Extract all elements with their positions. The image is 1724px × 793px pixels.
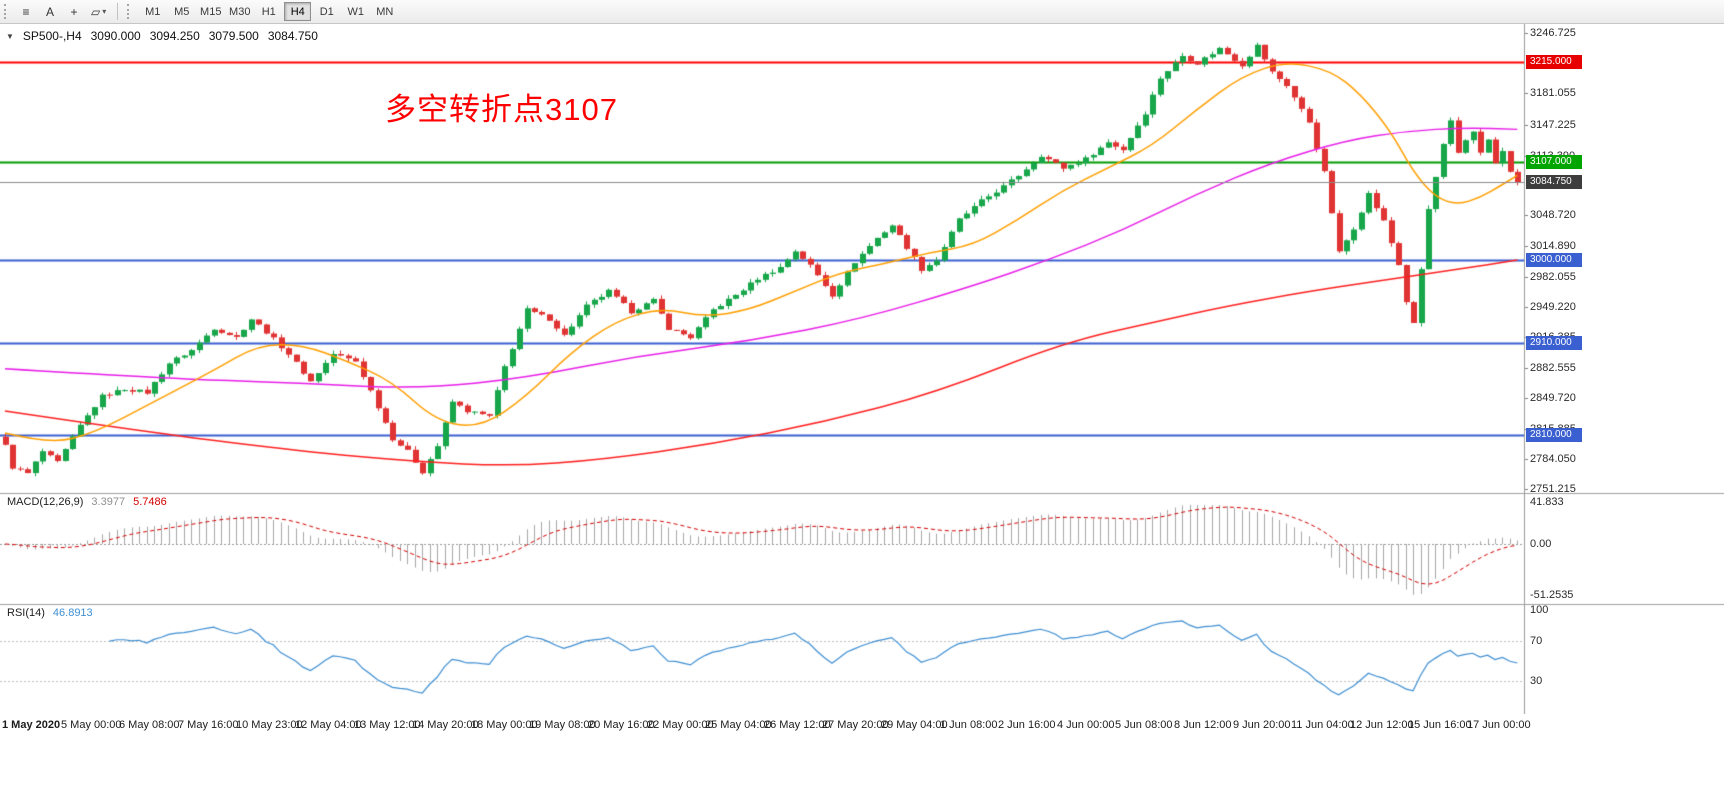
rsi-axis-label: 100: [1530, 604, 1549, 616]
time-axis-label: 2 Jun 16:00: [998, 719, 1056, 731]
rsi-label: RSI(14): [7, 607, 45, 619]
timeframe-toolbar-handle[interactable]: [127, 4, 132, 19]
price-tick-label: 2849.720: [1530, 392, 1576, 404]
rsi-indicator-header: RSI(14) 46.8913: [7, 607, 93, 619]
timeframe-button-w1[interactable]: W1: [342, 2, 369, 21]
time-axis-label: 11 Jun 04:00: [1291, 719, 1354, 731]
price-tick-label: 3246.725: [1530, 27, 1576, 39]
ohlc-close: 3084.750: [267, 29, 318, 43]
ohlc-open: 3090.000: [90, 29, 141, 43]
price-tick-label: 3014.890: [1530, 240, 1576, 252]
symbol-name: SP500-,H4: [22, 29, 82, 43]
timeframe-button-m15[interactable]: M15: [197, 2, 224, 21]
time-axis-label: 9 Jun 20:00: [1233, 719, 1291, 731]
timeframe-button-mn[interactable]: MN: [371, 2, 398, 21]
time-axis-label: 12 Jun 12:00: [1350, 719, 1414, 731]
time-axis-label: 12 May 04:00: [295, 719, 362, 731]
hline-price-badge: 2810.000: [1526, 428, 1582, 442]
price-tick-label: 2784.050: [1530, 453, 1576, 465]
time-axis-label: 22 May 00:00: [647, 719, 714, 731]
chart-surface[interactable]: [0, 24, 1724, 793]
time-axis-label: 1 Jun 08:00: [940, 719, 998, 731]
time-axis-label: 8 Jun 12:00: [1174, 719, 1232, 731]
time-axis-label: 10 May 23:00: [236, 719, 303, 731]
price-tick-label: 2882.555: [1530, 362, 1576, 374]
time-axis-label: 17 Jun 00:00: [1467, 719, 1531, 731]
time-axis-label: 25 May 04:00: [705, 719, 772, 731]
top-toolbar: ≡ A + ▱ ▾ M1 M5 M15 M30 H1 H4 D1 W1 MN: [0, 0, 1724, 24]
hline-price-badge: 3215.000: [1526, 55, 1582, 69]
timeframe-toolbar: M1 M5 M15 M30 H1 H4 D1 W1 MN: [138, 2, 399, 21]
ohlc-high: 3094.250: [149, 29, 200, 43]
price-tick-label: 2982.055: [1530, 271, 1576, 283]
crosshair-icon[interactable]: +: [63, 2, 85, 22]
time-axis-label: 14 May 20:00: [412, 719, 479, 731]
timeframe-button-m30[interactable]: M30: [226, 2, 253, 21]
time-axis-label: 29 May 04:00: [881, 719, 948, 731]
timeframe-button-h1[interactable]: H1: [255, 2, 282, 21]
time-axis-label: 6 May 08:00: [119, 719, 180, 731]
macd-signal-value: 5.7486: [133, 496, 167, 508]
time-axis-label: 4 Jun 00:00: [1057, 719, 1115, 731]
macd-main-value: 3.3977: [91, 496, 126, 508]
time-axis-label: 27 May 20:00: [822, 719, 889, 731]
time-axis-label: 13 May 12:00: [354, 719, 421, 731]
time-axis-label: 15 Jun 16:00: [1408, 719, 1472, 731]
caret-down-icon: ▾: [102, 7, 107, 16]
time-axis-label: 18 May 00:00: [471, 719, 538, 731]
toolbar-separator: [117, 3, 119, 20]
macd-axis-label: -51.2535: [1530, 589, 1574, 601]
time-axis-label: 1 May 2020: [2, 719, 61, 731]
toolbar-drag-handle[interactable]: [4, 4, 9, 19]
macd-label: MACD(12,26,9): [7, 496, 84, 508]
hline-price-badge: 3107.000: [1526, 155, 1582, 169]
timeframe-button-m5[interactable]: M5: [168, 2, 195, 21]
chart-annotation-text[interactable]: 多空转折点3107: [385, 92, 618, 127]
time-axis[interactable]: 1 May 2020 5 May 00:00 6 May 08:00 7 May 16…: [0, 714, 1724, 793]
chart-ohlc-header: ▼ SP500-,H4 3090.000 3094.250 3079.500 3…: [6, 29, 318, 43]
macd-indicator-header: MACD(12,26,9) 3.3977 5.7486: [7, 496, 167, 508]
time-axis-label: 7 May 16:00: [178, 719, 239, 731]
price-tick-label: 3048.720: [1530, 209, 1576, 221]
timeframe-button-h4[interactable]: H4: [284, 2, 312, 21]
time-axis-label: 5 Jun 08:00: [1115, 719, 1173, 731]
current-price-badge: 3084.750: [1526, 175, 1582, 189]
time-axis-label: 19 May 08:00: [529, 719, 596, 731]
price-axis[interactable]: 3246.7253181.0553147.2253113.3903048.720…: [1525, 24, 1724, 793]
text-tool-icon[interactable]: A: [39, 2, 61, 22]
rsi-value: 46.8913: [52, 607, 93, 619]
chart-menu-icon[interactable]: ≡: [15, 2, 37, 22]
price-tick-label: 3147.225: [1530, 119, 1576, 131]
ohlc-low: 3079.500: [208, 29, 259, 43]
timeframe-button-d1[interactable]: D1: [313, 2, 340, 21]
time-axis-label: 20 May 16:00: [588, 719, 655, 731]
shapes-icon: ▱: [91, 4, 101, 19]
price-tick-label: 3181.055: [1530, 87, 1576, 99]
price-tick-label: 2751.215: [1530, 483, 1576, 495]
rsi-axis-label: 70: [1530, 635, 1543, 647]
time-axis-label: 5 May 00:00: [61, 719, 122, 731]
time-axis-label: 26 May 12:00: [764, 719, 831, 731]
price-tick-label: 2949.220: [1530, 301, 1576, 313]
shapes-dropdown-button[interactable]: ▱ ▾: [87, 2, 110, 22]
macd-axis-label: 41.833: [1530, 496, 1564, 508]
hline-price-badge: 3000.000: [1526, 253, 1582, 267]
timeframe-button-m1[interactable]: M1: [139, 2, 166, 21]
hline-price-badge: 2910.000: [1526, 336, 1582, 350]
macd-axis-label: 0.00: [1530, 538, 1552, 550]
symbol-dropdown-icon[interactable]: ▼: [6, 31, 14, 41]
rsi-axis-label: 30: [1530, 675, 1543, 687]
